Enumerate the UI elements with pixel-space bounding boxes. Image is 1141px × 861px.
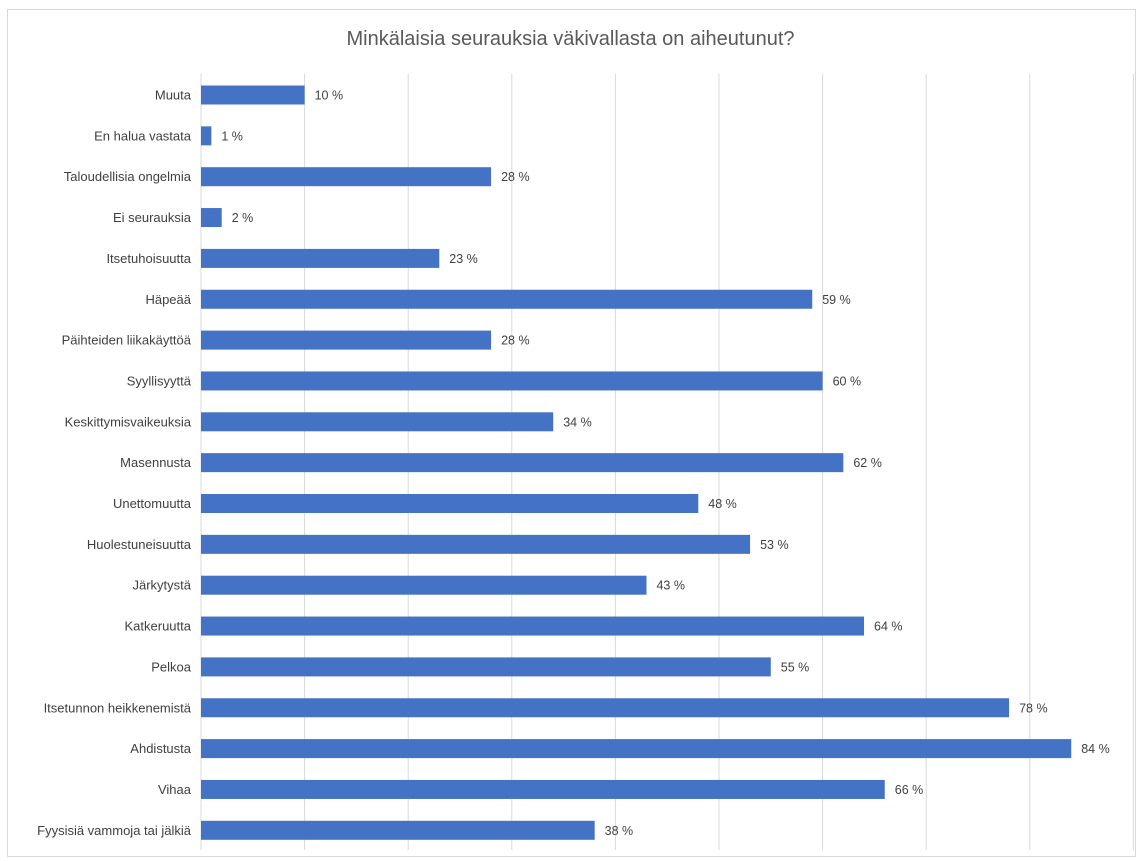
chart-title: Minkälaisia seurauksia väkivallasta on a… xyxy=(346,28,795,50)
bar xyxy=(201,371,823,391)
category-label: Fyysisiä vammoja tai jälkiä xyxy=(37,823,192,838)
bar xyxy=(201,698,1010,718)
category-label: Syyllisyyttä xyxy=(127,373,192,388)
bar xyxy=(201,453,844,473)
bar xyxy=(201,494,699,513)
data-label: 62 % xyxy=(853,456,882,470)
category-label: Huolestuneisuutta xyxy=(87,537,192,552)
data-label: 10 % xyxy=(315,89,344,103)
bar xyxy=(201,616,865,636)
data-label: 28 % xyxy=(501,334,529,348)
category-label: Vihaa xyxy=(158,782,192,797)
category-label: Päihteiden liikakäyttöä xyxy=(62,333,192,348)
data-label: 64 % xyxy=(874,620,903,634)
bar xyxy=(201,167,492,187)
category-label: Taloudellisia ongelmia xyxy=(64,169,192,184)
bar xyxy=(201,575,647,595)
category-label: Ahdistusta xyxy=(130,741,191,756)
data-label: 60 % xyxy=(833,374,862,388)
bar xyxy=(201,208,222,228)
category-label: Muuta xyxy=(155,88,192,103)
category-label: Häpeää xyxy=(145,292,191,307)
data-label: 84 % xyxy=(1081,742,1110,756)
category-label: Katkeruutta xyxy=(125,619,192,634)
category-label: Itsetuhoisuutta xyxy=(106,251,191,266)
bar xyxy=(201,534,751,554)
data-label: 78 % xyxy=(1019,701,1048,715)
data-label: 28 % xyxy=(501,170,529,184)
category-label: Järkytystä xyxy=(132,578,191,593)
data-label: 55 % xyxy=(781,660,810,674)
bar xyxy=(201,289,813,309)
category-label: Pelkoa xyxy=(151,659,192,674)
bar xyxy=(201,657,771,677)
category-label: Masennusta xyxy=(120,455,192,470)
bar xyxy=(201,739,1072,759)
data-label: 66 % xyxy=(895,783,924,797)
data-label: 43 % xyxy=(656,579,685,593)
bar xyxy=(201,330,492,350)
data-label: 34 % xyxy=(563,415,592,429)
bar xyxy=(201,820,595,840)
data-label: 48 % xyxy=(708,497,737,511)
data-label: 53 % xyxy=(760,538,789,552)
data-label: 2 % xyxy=(232,211,254,225)
bar xyxy=(201,126,212,146)
bar xyxy=(201,779,885,799)
category-label: En halua vastata xyxy=(94,128,192,143)
bar xyxy=(201,248,440,268)
data-label: 38 % xyxy=(605,824,634,838)
data-label: 23 % xyxy=(449,252,478,266)
category-label: Keskittymisvaikeuksia xyxy=(65,414,192,429)
data-label: 1 % xyxy=(221,129,243,143)
category-label: Ei seurauksia xyxy=(113,210,192,225)
category-label: Unettomuutta xyxy=(113,496,192,511)
data-label: 59 % xyxy=(822,293,851,307)
bar xyxy=(201,412,554,432)
bar xyxy=(201,85,305,105)
category-label: Itsetunnon heikkenemistä xyxy=(44,700,192,715)
